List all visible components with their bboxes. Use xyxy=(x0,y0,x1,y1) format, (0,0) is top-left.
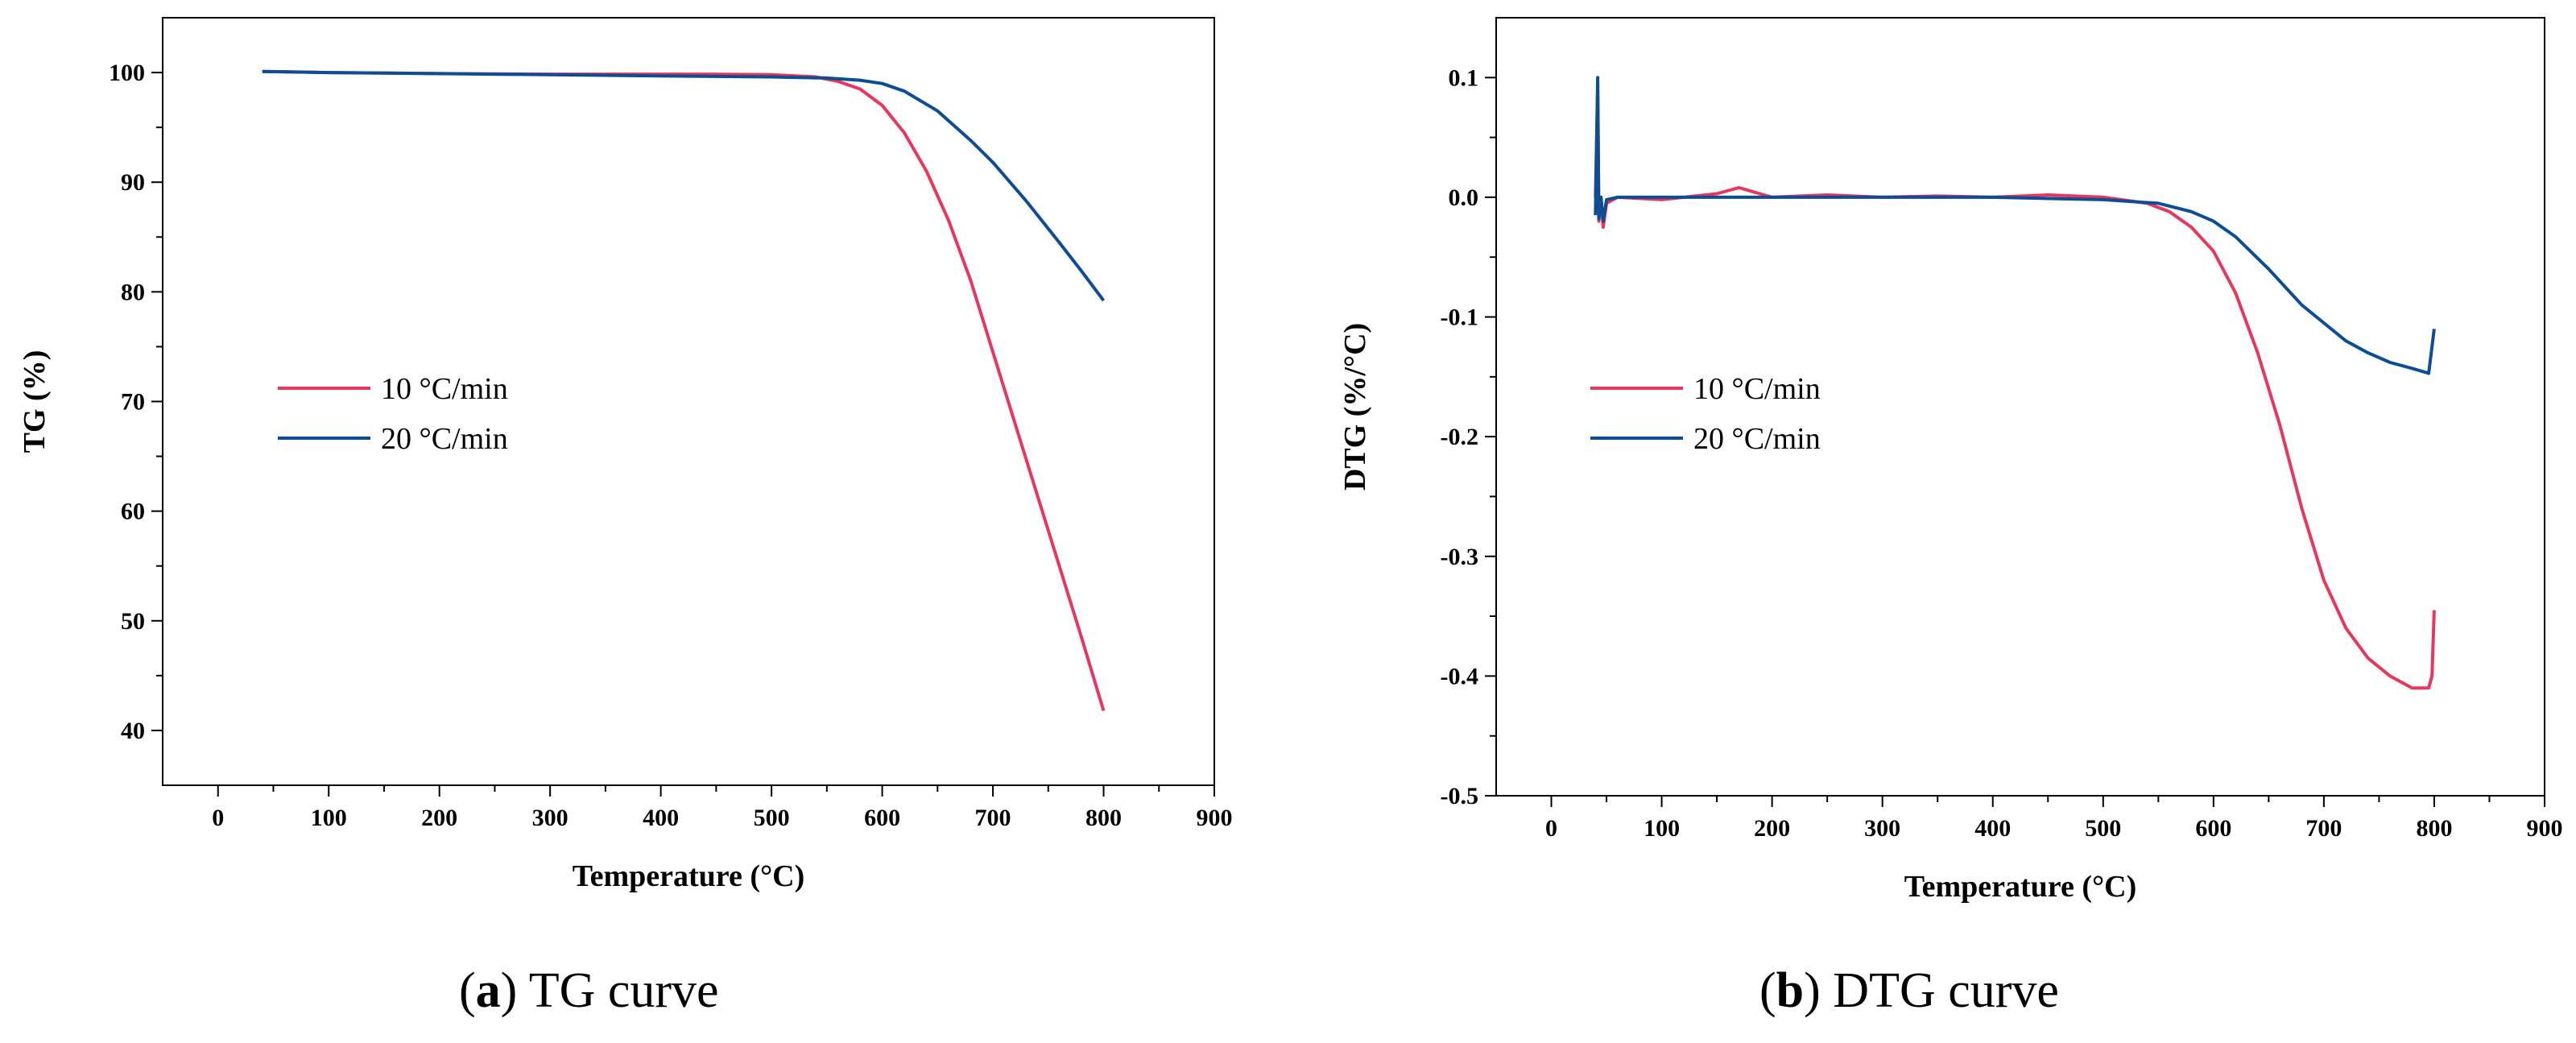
b-x-tick-label: 400 xyxy=(1974,815,2011,842)
b-y-tick-label: 0.1 xyxy=(1449,64,1479,91)
dtg-chart-panel: 0 100 200 300 400 500 600 700 800 900 -0.5 -0.4 -0.3… xyxy=(1288,0,2576,1043)
b-y-tick-label: -0.3 xyxy=(1441,544,1479,570)
tg-chart: 0 100 200 300 400 500 600 700 800 900 40 50 60 70 80 90… xyxy=(18,17,1233,893)
dtg-caption-letter: b xyxy=(1776,963,1805,1018)
a-y-tick-label: 60 xyxy=(121,499,145,525)
a-x-tick-label: 500 xyxy=(754,805,790,831)
a-plot-frame xyxy=(162,17,1215,786)
b-y-tick-label: -0.1 xyxy=(1441,304,1479,331)
tg-chart-panel: 0 100 200 300 400 500 600 700 800 900 40 50 60 70 80 90… xyxy=(18,17,1233,1018)
b-y-axis-title: DTG (%/°C) xyxy=(1338,323,1372,490)
a-x-tick-label: 0 xyxy=(212,805,224,831)
a-y-axis-title: TG (%) xyxy=(18,350,52,453)
dtg-chart: 0 100 200 300 400 500 600 700 800 900 -0.5 -0.4 -0.3… xyxy=(1338,17,2563,904)
a-x-tick-label: 200 xyxy=(421,805,457,831)
b-x-tick-label: 0 xyxy=(1545,815,1557,842)
a-y-tick-label: 90 xyxy=(121,169,145,196)
b-legend-label-0: 10 °C/min xyxy=(1693,372,1821,406)
a-y-tick-label: 40 xyxy=(121,718,145,744)
a-x-tick-label: 800 xyxy=(1085,805,1122,831)
dtg-caption-text: DTG curve xyxy=(1820,963,2059,1018)
b-y-tick-label: -0.2 xyxy=(1441,424,1479,450)
b-x-axis-title: Temperature (°C) xyxy=(1904,870,2137,904)
a-y-tick-label: 80 xyxy=(121,279,145,305)
a-y-tick-label: 100 xyxy=(109,60,145,86)
tg-caption-letter: a xyxy=(475,963,501,1018)
b-series-line-0 xyxy=(1594,88,2436,690)
a-y-tick-label: 50 xyxy=(121,608,145,635)
a-legend-label-0: 10 °C/min xyxy=(381,372,508,406)
tg-caption: (a) TG curve xyxy=(459,963,719,1018)
b-x-tick-label: 200 xyxy=(1754,815,1790,842)
tg-caption-text: TG curve xyxy=(517,963,719,1018)
b-y-tick-label: -0.4 xyxy=(1441,663,1479,689)
b-x-tick-label: 500 xyxy=(2085,815,2121,842)
a-x-tick-label: 400 xyxy=(643,805,679,831)
a-series-line-1 xyxy=(262,69,1106,302)
a-y-tick-label: 70 xyxy=(121,389,145,416)
b-plot-frame xyxy=(1495,17,2545,797)
b-x-tick-label: 800 xyxy=(2416,815,2452,842)
b-series-line-1 xyxy=(1594,76,2436,375)
b-legend-label-1: 20 °C/min xyxy=(1693,422,1821,456)
b-x-tick-label: 600 xyxy=(2195,815,2231,842)
a-x-tick-label: 300 xyxy=(532,805,569,831)
b-x-tick-label: 900 xyxy=(2527,815,2563,842)
dtg-caption: (b) DTG curve xyxy=(1759,963,2059,1018)
b-x-tick-label: 100 xyxy=(1644,815,1680,842)
b-x-tick-label: 300 xyxy=(1864,815,1900,842)
a-x-tick-label: 700 xyxy=(975,805,1011,831)
b-y-tick-label: -0.5 xyxy=(1441,783,1479,809)
a-x-tick-label: 900 xyxy=(1197,805,1233,831)
b-x-tick-label: 700 xyxy=(2305,815,2342,842)
a-legend-label-1: 20 °C/min xyxy=(381,422,508,456)
b-y-tick-label: 0.0 xyxy=(1449,184,1479,211)
a-x-tick-label: 100 xyxy=(311,805,347,831)
a-x-tick-label: 600 xyxy=(864,805,900,831)
a-x-axis-title: Temperature (°C) xyxy=(573,859,805,893)
